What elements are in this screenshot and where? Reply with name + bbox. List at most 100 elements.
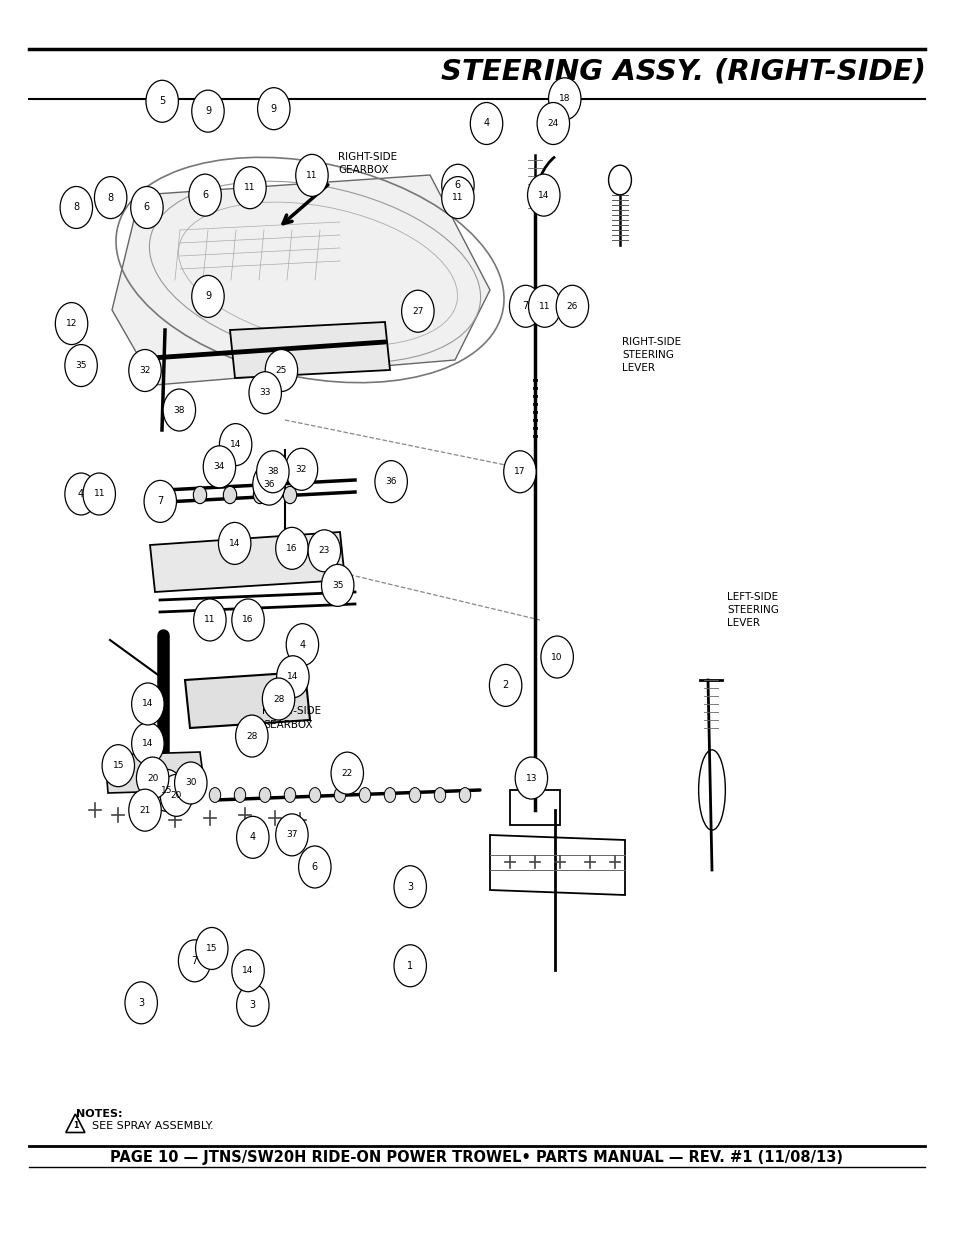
Circle shape [540, 636, 573, 678]
Text: 3: 3 [138, 998, 144, 1008]
Text: 6: 6 [455, 180, 460, 190]
Circle shape [409, 788, 420, 803]
Circle shape [132, 722, 164, 764]
Circle shape [537, 103, 569, 144]
Text: 14: 14 [230, 440, 241, 450]
Text: 6: 6 [144, 203, 150, 212]
Text: 35: 35 [75, 361, 87, 370]
Text: 16: 16 [286, 543, 297, 553]
Polygon shape [230, 322, 390, 378]
Circle shape [131, 186, 163, 228]
Text: 28: 28 [273, 694, 284, 704]
Text: 36: 36 [263, 479, 274, 489]
Text: 14: 14 [242, 966, 253, 976]
Text: RIGHT-SIDE
GEARBOX: RIGHT-SIDE GEARBOX [337, 152, 396, 175]
Text: NOTES:: NOTES: [76, 1109, 123, 1119]
Text: 1: 1 [407, 961, 413, 971]
Text: 15: 15 [206, 944, 217, 953]
Circle shape [548, 78, 580, 120]
Circle shape [151, 769, 183, 811]
Circle shape [285, 448, 317, 490]
Circle shape [193, 487, 207, 504]
Circle shape [235, 715, 268, 757]
Circle shape [219, 424, 252, 466]
Circle shape [83, 473, 115, 515]
Text: 11: 11 [93, 489, 105, 499]
Text: SEE SPRAY ASSEMBLY.: SEE SPRAY ASSEMBLY. [91, 1121, 213, 1131]
Circle shape [441, 177, 474, 219]
Circle shape [203, 446, 235, 488]
Circle shape [556, 285, 588, 327]
Text: 32: 32 [295, 464, 307, 474]
Text: 9: 9 [205, 291, 211, 301]
Text: 24: 24 [547, 119, 558, 128]
Circle shape [434, 788, 445, 803]
Text: 33: 33 [259, 388, 271, 398]
Circle shape [136, 757, 169, 799]
Text: 27: 27 [412, 306, 423, 316]
Circle shape [359, 788, 371, 803]
Text: RIGHT-SIDE
STEERING
LEVER: RIGHT-SIDE STEERING LEVER [621, 337, 680, 373]
Circle shape [321, 564, 354, 606]
Circle shape [160, 774, 193, 816]
Circle shape [192, 275, 224, 317]
Text: 11: 11 [452, 193, 463, 203]
Circle shape [249, 372, 281, 414]
Text: 11: 11 [538, 301, 550, 311]
Text: 6: 6 [202, 190, 208, 200]
Text: 14: 14 [537, 190, 549, 200]
Text: 36: 36 [385, 477, 396, 487]
Circle shape [178, 940, 211, 982]
Text: 4: 4 [483, 119, 489, 128]
Text: 14: 14 [287, 672, 298, 682]
Text: 8: 8 [108, 193, 113, 203]
Circle shape [375, 461, 407, 503]
Polygon shape [112, 175, 490, 385]
Circle shape [209, 788, 220, 803]
Text: 12: 12 [66, 319, 77, 329]
Text: 15: 15 [161, 785, 172, 795]
Circle shape [60, 186, 92, 228]
Circle shape [308, 530, 340, 572]
Text: 35: 35 [332, 580, 343, 590]
Text: 3: 3 [250, 1000, 255, 1010]
Text: 38: 38 [173, 405, 185, 415]
Circle shape [489, 664, 521, 706]
Text: 10: 10 [551, 652, 562, 662]
Circle shape [218, 522, 251, 564]
Text: STEERING ASSY. (RIGHT-SIDE): STEERING ASSY. (RIGHT-SIDE) [440, 58, 924, 85]
Text: 16: 16 [242, 615, 253, 625]
Circle shape [334, 788, 345, 803]
Circle shape [189, 174, 221, 216]
Circle shape [458, 788, 470, 803]
Circle shape [102, 745, 134, 787]
Circle shape [129, 789, 161, 831]
Text: 7: 7 [522, 301, 528, 311]
Text: 15: 15 [112, 761, 124, 771]
Circle shape [527, 174, 559, 216]
Circle shape [256, 451, 289, 493]
Text: 20: 20 [147, 773, 158, 783]
Polygon shape [150, 532, 345, 592]
Text: 22: 22 [341, 768, 353, 778]
Text: 25: 25 [275, 366, 287, 375]
Circle shape [394, 866, 426, 908]
Circle shape [232, 599, 264, 641]
Text: 8: 8 [73, 203, 79, 212]
Circle shape [144, 480, 176, 522]
Circle shape [394, 945, 426, 987]
Circle shape [401, 290, 434, 332]
Circle shape [298, 846, 331, 888]
Circle shape [257, 88, 290, 130]
Circle shape [503, 451, 536, 493]
Circle shape [174, 762, 207, 804]
Circle shape [286, 624, 318, 666]
Circle shape [265, 350, 297, 391]
Circle shape [275, 527, 308, 569]
Circle shape [65, 473, 97, 515]
Polygon shape [185, 672, 310, 727]
Text: 11: 11 [306, 170, 317, 180]
Circle shape [276, 656, 309, 698]
Text: 11: 11 [244, 183, 255, 193]
Text: 7: 7 [192, 956, 197, 966]
